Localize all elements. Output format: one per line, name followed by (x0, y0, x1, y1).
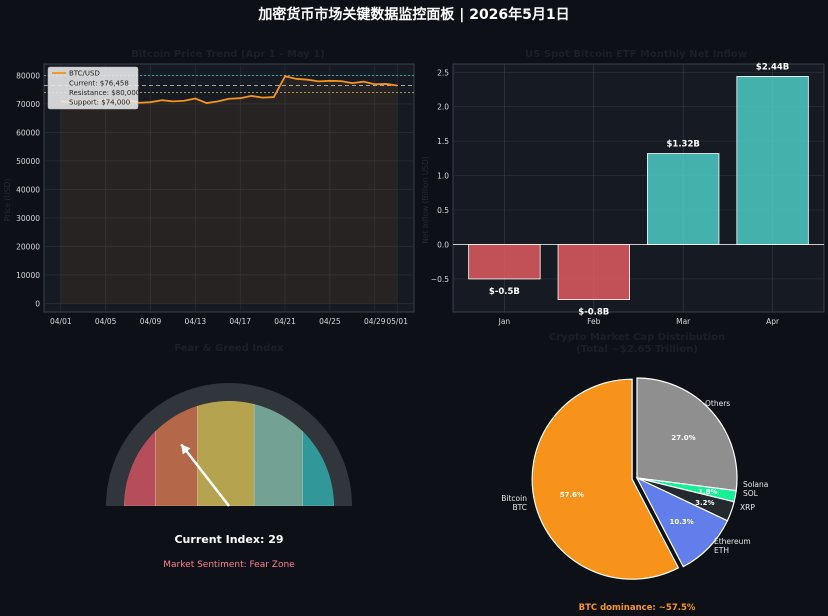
gauge-needle-head (181, 444, 191, 455)
btc-x-tick: 04/01 (50, 317, 72, 326)
pie-slice-label: Bitcoin (501, 494, 527, 503)
btc-y-tick: 0 (35, 299, 40, 308)
btc-x-tick: 04/09 (140, 317, 162, 326)
pie-slice (531, 378, 680, 580)
gauge-title: Fear & Greed Index (174, 343, 284, 354)
etf-chart-title: US Spot Bitcoin ETF Monthly Net Inflow (525, 49, 747, 60)
etf-x-tick: Feb (587, 317, 601, 326)
pie-slice-label: XRP (740, 503, 755, 512)
etf-y-tick: 0.5 (437, 206, 449, 215)
btc-y-tick: 60000 (16, 128, 40, 137)
etf-x-tick: Jan (498, 317, 511, 326)
pie-pct-label: 27.0% (671, 434, 695, 442)
gauge-outer-ring (106, 383, 352, 506)
gauge-needle (180, 443, 230, 507)
etf-bar-apr (736, 76, 809, 245)
btc-price-panel: Bitcoin Price Trend (Apr 1 - May 1) Pric… (0, 40, 420, 330)
gauge-index-label: Current Index: 29 (174, 533, 283, 546)
etf-bar-jan (468, 244, 541, 280)
btc-y-tick: 10000 (16, 271, 40, 280)
btc-x-tick: 05/01 (386, 317, 408, 326)
btc-legend-support: Support: $74,000 (69, 99, 130, 107)
pie-pct-label: 3.2% (695, 499, 714, 507)
etf-y-tick: −0.5 (431, 275, 449, 284)
btc-y-tick: 40000 (16, 185, 40, 194)
btc-x-tick: 04/05 (95, 317, 117, 326)
pie-slice-label: SOL (743, 489, 759, 498)
btc-x-tick: 04/25 (319, 317, 341, 326)
etf-bar-label: $-0.8B (578, 308, 609, 318)
etf-bar-label: $2.44B (756, 62, 789, 72)
fear-greed-gauge: Fear & Greed Index Current Index: 29 Mar… (106, 343, 352, 570)
etf-y-axis-label: Net Inflow (Billion USD) (421, 156, 430, 244)
btc-dominance-note: BTC dominance: ~57.5% (579, 603, 696, 613)
pie-pct-label: 57.6% (560, 491, 584, 499)
pie-slice (635, 476, 729, 568)
dashboard-title: 加密货币市场关键数据监控面板 | 2026年5月1日 (258, 7, 570, 23)
pie-slice-label: Ethereum (714, 537, 751, 546)
btc-legend-resistance: Resistance: $80,000 (69, 89, 140, 97)
pie-subtitle: (Total ~$2.65 Trillion) (576, 344, 698, 355)
pie-pct-label: 10.3% (670, 518, 694, 526)
pie-pct-label: 1.8% (698, 488, 717, 496)
btc-y-tick: 20000 (16, 242, 40, 251)
gauge-band (197, 401, 255, 506)
pie-slice-label: Others (705, 399, 730, 408)
btc-x-tick: 04/13 (185, 317, 207, 326)
market-cap-pie: Crypto Market Cap Distribution (Total ~$… (501, 332, 768, 613)
etf-x-tick: Apr (766, 317, 780, 326)
pie-slice (636, 377, 738, 492)
pie-title: Crypto Market Cap Distribution (549, 332, 725, 343)
etf-x-tick: Mar (676, 317, 691, 326)
gauge-sentiment-label: Market Sentiment: Fear Zone (163, 560, 295, 570)
btc-area-fill (60, 76, 398, 304)
fear-greed-panel: Fear & Greed Index Current Index: 29 Mar… (0, 330, 420, 616)
btc-x-tick: 04/21 (274, 317, 296, 326)
market-cap-panel: Crypto Market Cap Distribution (Total ~$… (420, 330, 828, 616)
etf-y-tick: 1.5 (437, 137, 449, 146)
etf-bar-feb (557, 244, 630, 301)
btc-x-tick: 04/17 (229, 317, 251, 326)
btc-y-tick: 80000 (16, 71, 40, 80)
pie-slice-label: ETH (714, 546, 729, 555)
btc-y-tick: 50000 (16, 157, 40, 166)
etf-y-tick: 2.5 (437, 68, 449, 77)
etf-bar-label: $-0.5B (489, 287, 520, 297)
etf-inflow-chart: US Spot Bitcoin ETF Monthly Net Inflow N… (421, 49, 825, 326)
etf-bar-label: $1.32B (667, 140, 700, 150)
etf-y-tick: 1.0 (437, 172, 449, 181)
btc-price-chart: Bitcoin Price Trend (Apr 1 - May 1) Pric… (3, 49, 415, 326)
etf-y-tick: 0.0 (437, 240, 449, 249)
btc-y-tick: 70000 (16, 100, 40, 109)
btc-legend-current: Current: $76,458 (69, 80, 129, 88)
etf-inflow-panel: US Spot Bitcoin ETF Monthly Net Inflow N… (420, 40, 828, 330)
btc-chart-title: Bitcoin Price Trend (Apr 1 - May 1) (131, 49, 325, 60)
pie-slice-label: Solana (743, 480, 768, 489)
btc-y-tick: 30000 (16, 214, 40, 223)
btc-legend-series: BTC/USD (69, 70, 100, 78)
etf-bar-mar (647, 153, 720, 245)
pie-slice-label: BTC (512, 503, 527, 512)
btc-x-tick: 04/29 (364, 317, 386, 326)
etf-y-tick: 2.0 (437, 103, 449, 112)
btc-legend (47, 66, 139, 110)
btc-y-axis-label: Price (USD) (3, 179, 12, 222)
